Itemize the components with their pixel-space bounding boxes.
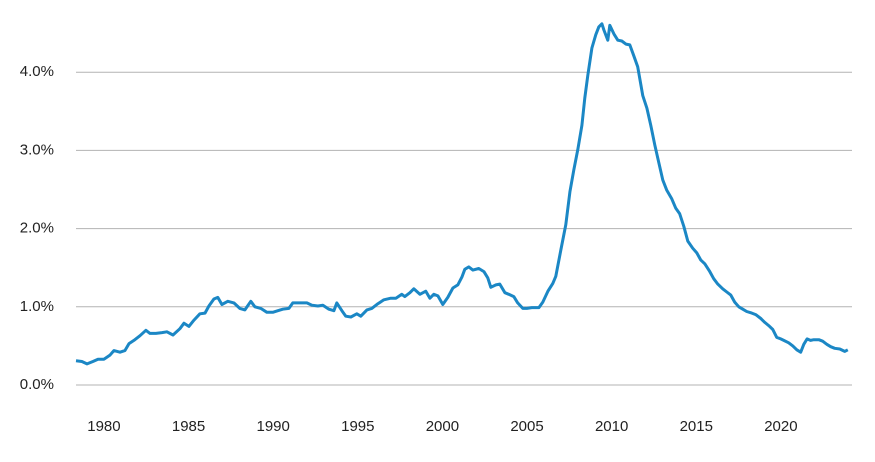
x-tick-label: 2000 — [426, 418, 459, 435]
line-series — [75, 22, 849, 366]
y-tick-label: 0.0% — [20, 376, 54, 393]
x-tick-label: 1985 — [172, 418, 205, 435]
x-tick-label: 1995 — [341, 418, 374, 435]
x-tick-label: 2015 — [680, 418, 713, 435]
x-tick-label: 2020 — [764, 418, 797, 435]
x-tick-label: 1980 — [87, 418, 120, 435]
x-tick-label: 1990 — [256, 418, 289, 435]
x-tick-label: 2005 — [510, 418, 543, 435]
y-tick-label: 3.0% — [20, 141, 54, 158]
x-tick-label: 2010 — [595, 418, 628, 435]
y-tick-label: 1.0% — [20, 298, 54, 315]
y-tick-label: 2.0% — [20, 220, 54, 237]
y-tick-label: 4.0% — [20, 63, 54, 80]
